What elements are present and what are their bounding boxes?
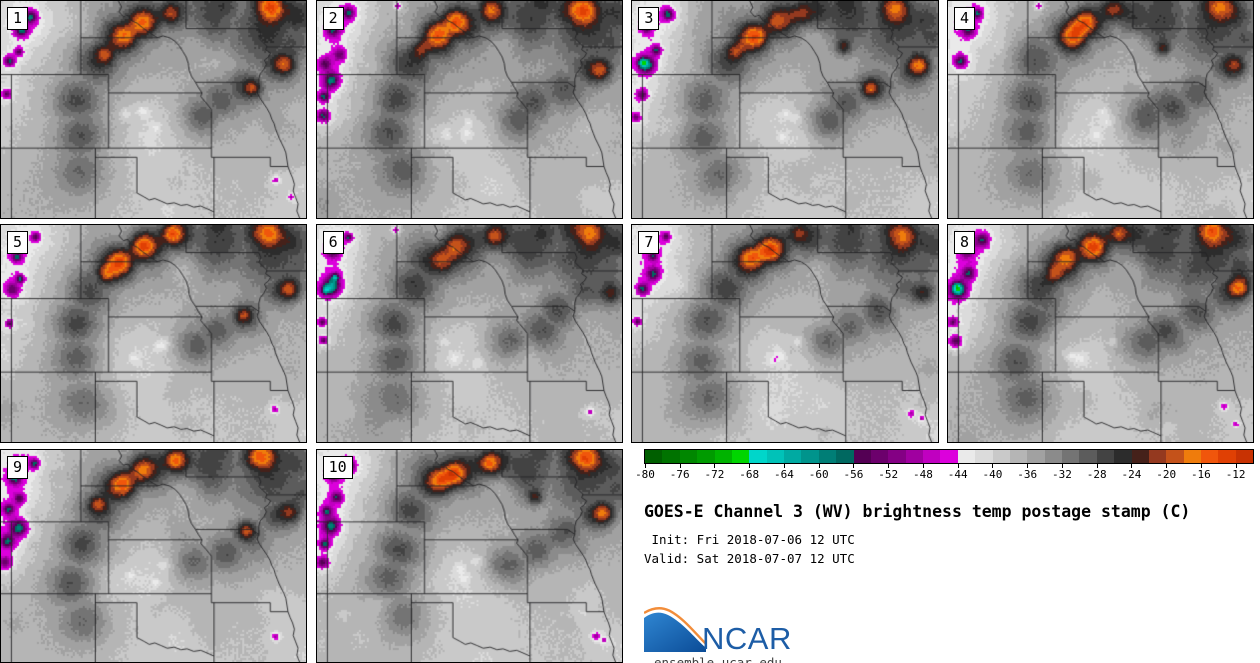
ensemble-panel: 3 <box>631 0 939 219</box>
init-time: Init: Fri 2018-07-06 12 UTC <box>644 532 855 547</box>
colorbar-cells <box>644 449 1254 464</box>
valid-time: Valid: Sat 2018-07-07 12 UTC <box>644 551 855 566</box>
colorbar-tick-label: -24 <box>1121 468 1142 481</box>
colorbar-tick-label: -64 <box>774 468 794 481</box>
wv-map-canvas <box>1 225 307 443</box>
member-number: 8 <box>954 231 976 255</box>
member-number: 7 <box>638 231 660 255</box>
wv-map-canvas <box>316 449 623 662</box>
wv-map-canvas <box>948 1 1254 218</box>
legend-block: -80 -76 -72 -68 -64 -60 -56 -52 -48 -44 -40 -36 -32 -… <box>631 448 1260 663</box>
colorbar-tick <box>992 464 994 468</box>
colorbar-tick <box>853 464 855 468</box>
colorbar-ticks: -80 -76 -72 -68 -64 -60 -56 -52 -48 -44 -40 -36 -32 -… <box>635 464 1254 481</box>
colorbar-tick-label: -48 <box>913 468 933 481</box>
colorbar-tick <box>818 464 820 468</box>
colorbar-tick-label: -40 <box>982 468 1003 481</box>
colorbar-tick-label: -76 <box>669 468 690 481</box>
colorbar-tick-label: -72 <box>704 468 725 481</box>
colorbar-tick <box>1096 464 1098 468</box>
ensemble-panel: 8 <box>947 224 1255 444</box>
colorbar-tick <box>645 464 646 468</box>
colorbar-tick-label: -16 <box>1190 468 1211 481</box>
colorbar-tick <box>957 464 959 468</box>
colorbar-tick-label: -68 <box>739 468 760 481</box>
ensemble-panel: 6 <box>315 224 624 444</box>
ncar-logo-text: NCAR <box>702 620 792 656</box>
member-number: 3 <box>638 7 660 30</box>
colorbar-tick <box>783 464 785 468</box>
wv-map-canvas <box>632 1 938 218</box>
ensemble-panel: 10 <box>315 448 624 663</box>
colorbar-tick <box>1166 464 1168 468</box>
wv-map-canvas <box>632 225 938 443</box>
colorbar-tick-label: -36 <box>1017 468 1038 481</box>
colorbar-tick-label: -80 <box>635 468 655 481</box>
wv-map-canvas <box>316 225 623 443</box>
colorbar-tick-label: -44 <box>947 468 968 481</box>
member-number: 5 <box>7 231 29 255</box>
colorbar-tick <box>1200 464 1202 468</box>
member-number: 2 <box>322 7 344 30</box>
wv-map-canvas <box>1 449 307 662</box>
colorbar-tick <box>1027 464 1029 468</box>
colorbar-tick <box>1061 464 1063 468</box>
member-number: 10 <box>322 455 353 479</box>
colorbar-tick <box>1235 464 1237 468</box>
colorbar-tick <box>679 464 681 468</box>
colorbar-tick-label: -60 <box>808 468 829 481</box>
colorbar-tick-label: -52 <box>878 468 899 481</box>
ensemble-panel: 9 <box>0 448 308 663</box>
colorbar-tick-label: -20 <box>1156 468 1177 481</box>
colorbar-tick <box>1131 464 1133 468</box>
ncar-logo-mark <box>644 607 706 652</box>
ensemble-panel: 1 <box>0 0 308 219</box>
site-url: ensemble.ucar.edu <box>654 655 782 663</box>
colorbar-tick <box>888 464 890 468</box>
colorbar-tick <box>749 464 751 468</box>
colorbar-tick-label: -28 <box>1086 468 1107 481</box>
colorbar-tick-label: -12 <box>1225 468 1246 481</box>
ensemble-panel: 5 <box>0 224 308 444</box>
figure-title: GOES-E Channel 3 (WV) brightness temp po… <box>644 502 1191 521</box>
colorbar-tick-label: -32 <box>1051 468 1072 481</box>
member-number: 9 <box>7 455 29 479</box>
colorbar-tick <box>922 464 924 468</box>
ensemble-panel: 4 <box>947 0 1255 219</box>
colorbar-tick-label: -56 <box>843 468 864 481</box>
wv-map-canvas <box>316 1 623 218</box>
member-number: 1 <box>7 7 29 30</box>
member-number: 4 <box>954 7 976 30</box>
ensemble-panel: 2 <box>315 0 624 219</box>
member-number: 6 <box>322 231 344 255</box>
wv-map-canvas <box>948 225 1254 443</box>
wv-map-canvas <box>1 1 307 218</box>
ensemble-panel: 7 <box>631 224 939 444</box>
colorbar: -80 -76 -72 -68 -64 -60 -56 -52 -48 -44 -40 -36 -32 -… <box>635 449 1254 481</box>
ncar-logo: NCAR <box>644 606 1260 656</box>
colorbar-tick <box>714 464 716 468</box>
